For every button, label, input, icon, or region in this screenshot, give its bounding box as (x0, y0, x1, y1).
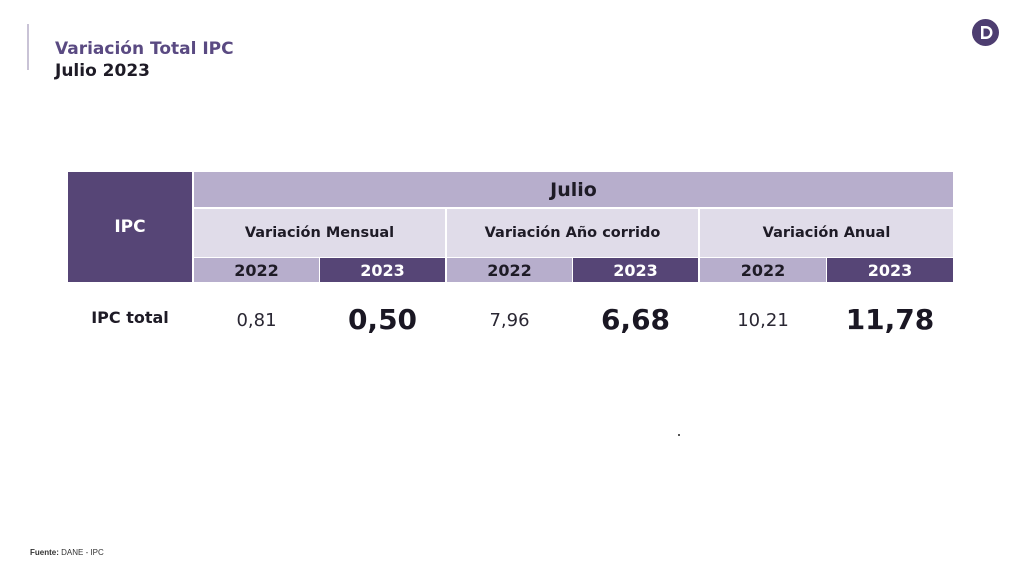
title-accent-bar (27, 24, 29, 70)
year-header-mensual-2023: 2023 (320, 258, 445, 282)
group-header-ano-corrido: Variación Año corrido (447, 209, 698, 257)
source-note: Fuente: DANE - IPC (30, 548, 104, 557)
value-anual-2022: 10,21 (737, 310, 789, 331)
value-mensual-2022: 0,81 (236, 310, 277, 331)
year-header-mensual-2022: 2022 (194, 258, 319, 282)
header: Variación Total IPC Julio 2023 (55, 38, 234, 82)
year-header-ano-corrido-2023: 2023 (573, 258, 698, 282)
year-header-anual-2023: 2023 (827, 258, 953, 282)
stray-dot (678, 434, 680, 436)
value-mensual-2023: 0,50 (347, 303, 418, 336)
group-header-anual: Variación Anual (700, 209, 953, 257)
year-header-anual-2022: 2022 (700, 258, 826, 282)
page-title: Variación Total IPC (55, 39, 234, 59)
value-anual-2023: 11,78 (845, 303, 935, 336)
source-label: Fuente: (30, 548, 59, 557)
value-ano-corrido-2022: 7,96 (489, 310, 530, 331)
source-value: DANE - IPC (61, 548, 104, 557)
year-header-ano-corrido-2022: 2022 (447, 258, 572, 282)
group-header-mensual: Variación Mensual (194, 209, 445, 257)
table-corner-header: IPC (68, 172, 192, 282)
month-header: Julio (194, 172, 953, 207)
dane-logo-icon (972, 19, 999, 46)
row-label-ipc-total: IPC total (91, 308, 169, 327)
value-ano-corrido-2023: 6,68 (600, 303, 671, 336)
page-subtitle: Julio 2023 (55, 61, 150, 81)
